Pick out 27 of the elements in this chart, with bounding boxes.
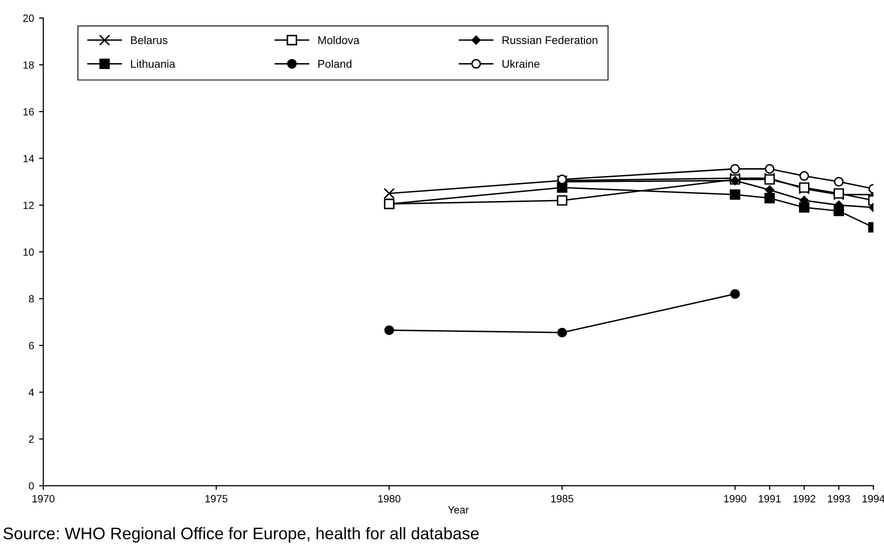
y-tick-label: 20 bbox=[23, 14, 34, 22]
legend-label: Belarus bbox=[131, 36, 168, 44]
x-tick-label: 1990 bbox=[724, 495, 746, 502]
x-axis-title: Year bbox=[448, 506, 469, 514]
y-tick-label: 16 bbox=[23, 108, 34, 116]
y-tick-label: 18 bbox=[23, 61, 34, 69]
y-tick-label: 4 bbox=[28, 388, 34, 396]
legend-label: Moldova bbox=[318, 36, 360, 44]
y-tick-label: 8 bbox=[28, 295, 34, 303]
x-tick-label: 1970 bbox=[32, 495, 54, 502]
x-tick-label: 1992 bbox=[793, 495, 816, 502]
x-tick-label: 1991 bbox=[758, 495, 781, 502]
source-note: Source: WHO Regional Office for Europe, health for all database bbox=[3, 527, 479, 543]
y-tick-label: 14 bbox=[23, 154, 34, 162]
x-tick-label: 1985 bbox=[551, 495, 574, 502]
legend-label: Lithuania bbox=[131, 60, 176, 68]
x-tick-label: 1975 bbox=[205, 495, 228, 502]
y-tick-label: 0 bbox=[28, 482, 34, 490]
y-tick-label: 12 bbox=[23, 202, 34, 209]
x-tick-label: 1993 bbox=[828, 495, 850, 502]
y-tick-label: 10 bbox=[23, 248, 34, 256]
legend-label: Ukraine bbox=[502, 60, 540, 68]
legend-label: Poland bbox=[318, 60, 352, 68]
y-tick-label: 2 bbox=[29, 435, 34, 443]
y-tick-label: 6 bbox=[29, 342, 34, 350]
legend-label: Russian Federation bbox=[502, 36, 598, 44]
x-tick-label: 1980 bbox=[378, 495, 400, 502]
